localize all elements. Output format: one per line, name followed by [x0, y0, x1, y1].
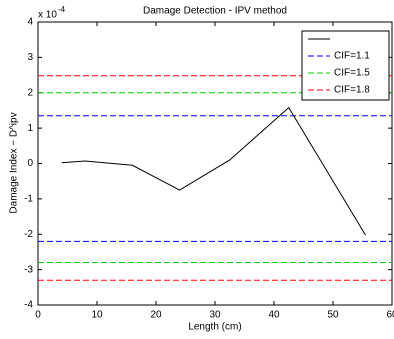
chart-title: Damage Detection - IPV method: [143, 6, 287, 17]
legend-label: CIF=1.1: [334, 51, 370, 62]
y-tick-label: -3: [24, 264, 33, 275]
data-line: [61, 106, 366, 236]
legend-label: CIF=1.8: [334, 85, 370, 96]
legend-box: [301, 30, 390, 101]
x-tick-label: 20: [150, 310, 162, 321]
x-axis-label: Length (cm): [188, 322, 241, 333]
y-tick-label: 4: [27, 17, 33, 28]
y-multiplier: x 10: [38, 10, 57, 21]
x-tick-label: 40: [268, 310, 280, 321]
y-tick-label: -1: [24, 194, 33, 205]
y-axis-label: Damage Index − D^ipv: [9, 112, 20, 213]
y-tick-label: -4: [24, 300, 33, 311]
x-tick-label: 10: [91, 310, 103, 321]
y-multiplier-exponent: -4: [58, 5, 66, 14]
legend-label: CIF=1.5: [334, 68, 370, 79]
y-tick-label: 1: [27, 123, 33, 134]
x-tick-label: 50: [327, 310, 339, 321]
y-tick-label: 3: [27, 52, 33, 63]
x-tick-label: 60: [386, 310, 394, 321]
y-tick-label: 2: [27, 87, 33, 98]
x-tick-label: 0: [35, 310, 41, 321]
y-tick-label: -2: [24, 229, 33, 240]
y-tick-label: 0: [27, 158, 33, 169]
x-tick-label: 30: [209, 310, 221, 321]
